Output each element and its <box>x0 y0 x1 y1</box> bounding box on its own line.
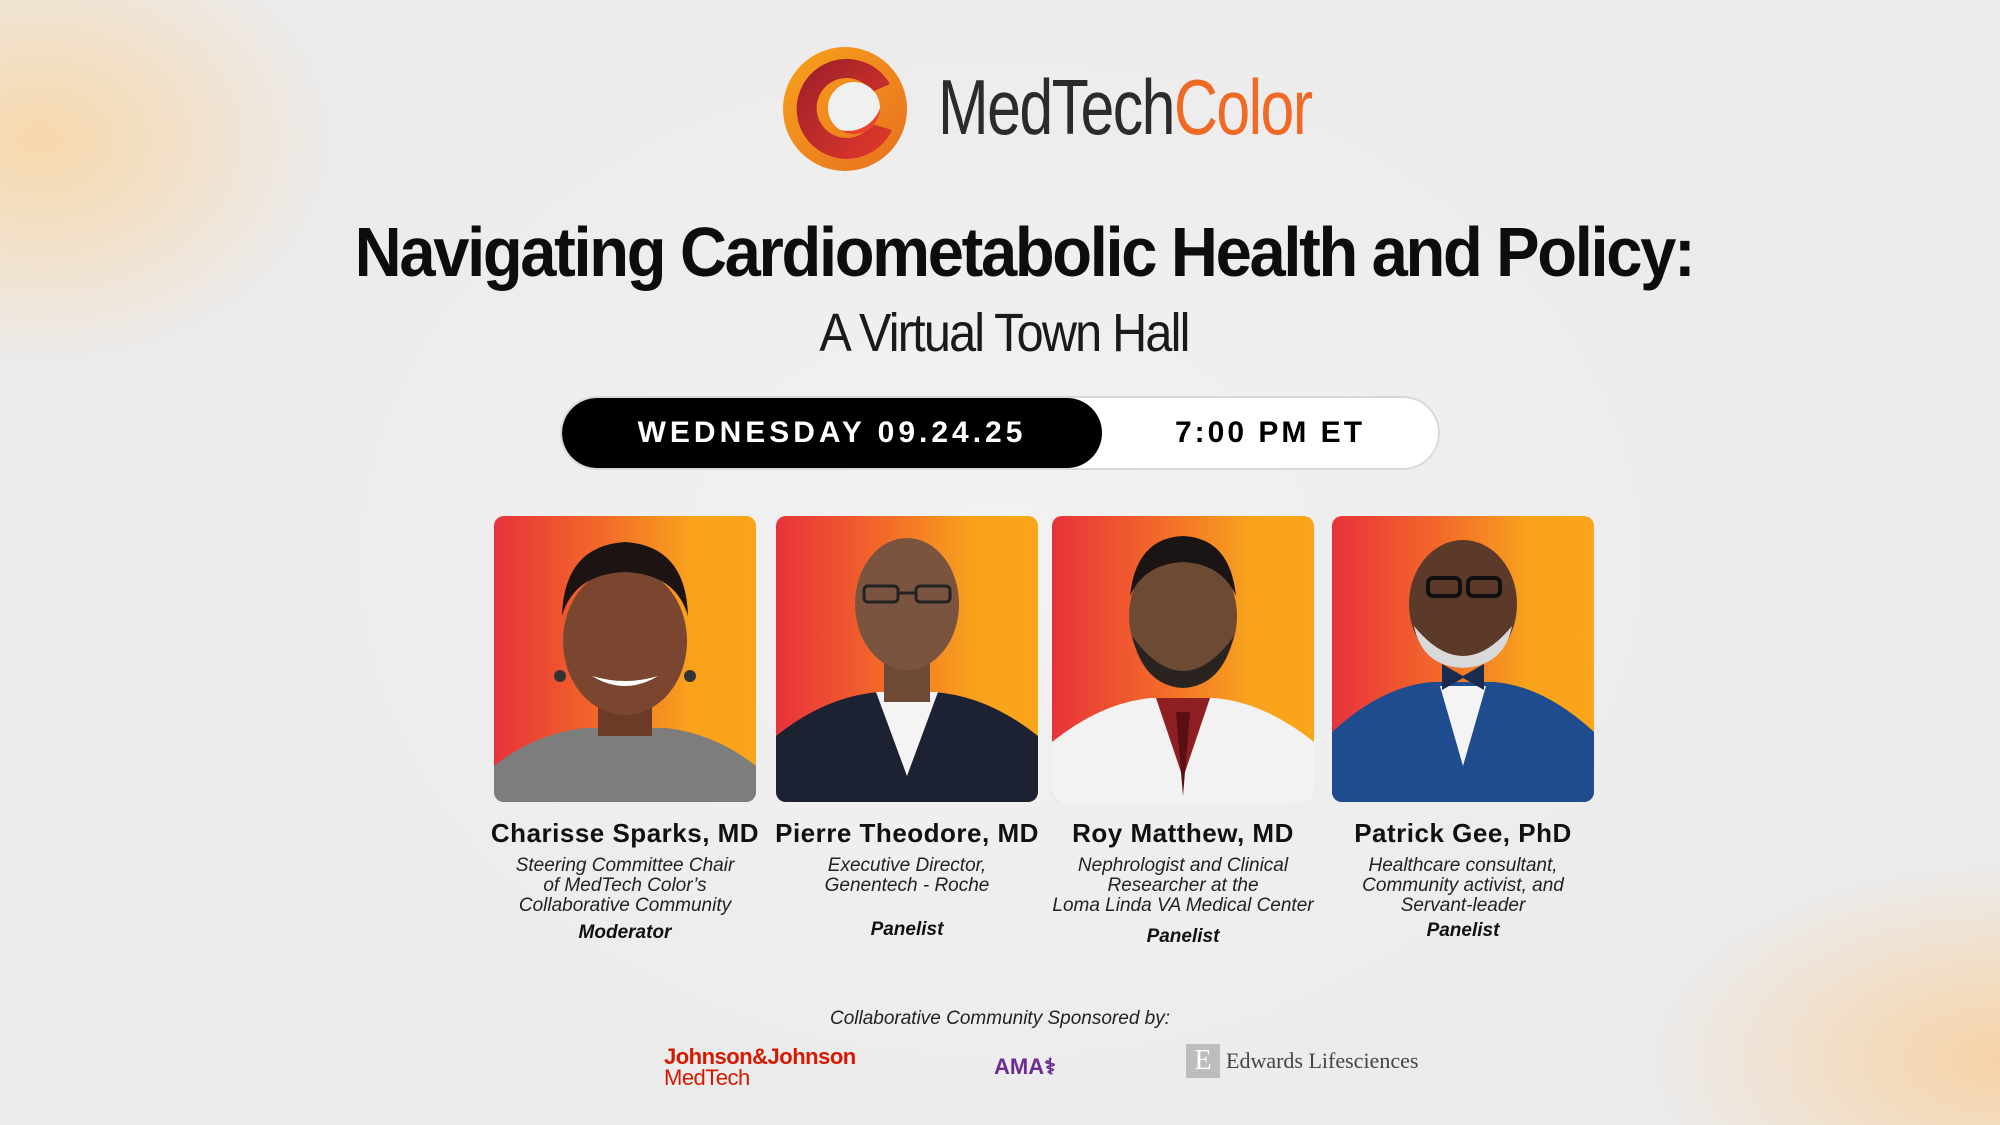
speaker-photo <box>1052 516 1314 802</box>
event-subtitle: A Virtual Town Hall <box>819 303 1190 363</box>
sponsor-logo-edwards: E Edwards Lifesciences <box>1186 1044 1418 1078</box>
speaker-role: Panelist <box>1426 920 1500 941</box>
speaker-description: Executive Director, Genentech - Roche <box>824 855 990 896</box>
speaker-photo <box>494 516 756 802</box>
speaker-role: Panelist <box>1146 926 1220 947</box>
speaker-name: Pierre Theodore, MD <box>775 818 1039 848</box>
speaker-name: Roy Matthew, MD <box>1072 818 1294 848</box>
event-time: 7:00 PM ET <box>1174 416 1366 449</box>
speaker-role: Moderator <box>578 922 672 943</box>
sponsor-logo-jnj-medtech: Johnson&Johnson MedTech <box>664 1044 856 1090</box>
medtechcolor-logo: MedTechColor <box>780 44 1313 174</box>
speaker-description: Steering Committee Chair of MedTech Colo… <box>515 855 735 916</box>
date-time-banner: WEDNESDAY 09.24.25 7:00 PM ET <box>562 398 1438 468</box>
event-date: WEDNESDAY 09.24.25 <box>562 398 1102 468</box>
logo-text-medtech: MedTech <box>938 63 1176 151</box>
speaker-photo <box>1332 516 1594 802</box>
speaker-photo <box>776 516 1038 802</box>
speaker-name: Patrick Gee, PhD <box>1354 818 1572 848</box>
jnj-line2: MedTech <box>664 1065 750 1090</box>
edwards-text: Edwards Lifesciences <box>1226 1048 1419 1073</box>
ama-text: AMA <box>994 1054 1045 1079</box>
event-title: Navigating Cardiometabolic Health and Po… <box>354 213 1696 291</box>
speaker-description: Healthcare consultant, Community activis… <box>1362 855 1564 916</box>
sponsors-label: Collaborative Community Sponsored by: <box>829 1008 1171 1029</box>
jnj-line1: Johnson&Johnson <box>664 1044 856 1069</box>
speaker-role: Panelist <box>870 919 944 940</box>
speaker-name: Charisse Sparks, MD <box>490 818 760 848</box>
logo-wordmark: MedTechColor <box>938 68 1313 146</box>
logo-text-color: Color <box>1173 63 1313 151</box>
edwards-e-icon: E <box>1186 1044 1220 1078</box>
ama-emblem-icon: ⚕ <box>1044 1054 1057 1079</box>
speaker-description: Nephrologist and Clinical Researcher at … <box>1052 855 1314 916</box>
sponsor-logo-ama: AMA⚕ <box>994 1054 1056 1080</box>
logo-swirl-icon <box>783 47 907 171</box>
